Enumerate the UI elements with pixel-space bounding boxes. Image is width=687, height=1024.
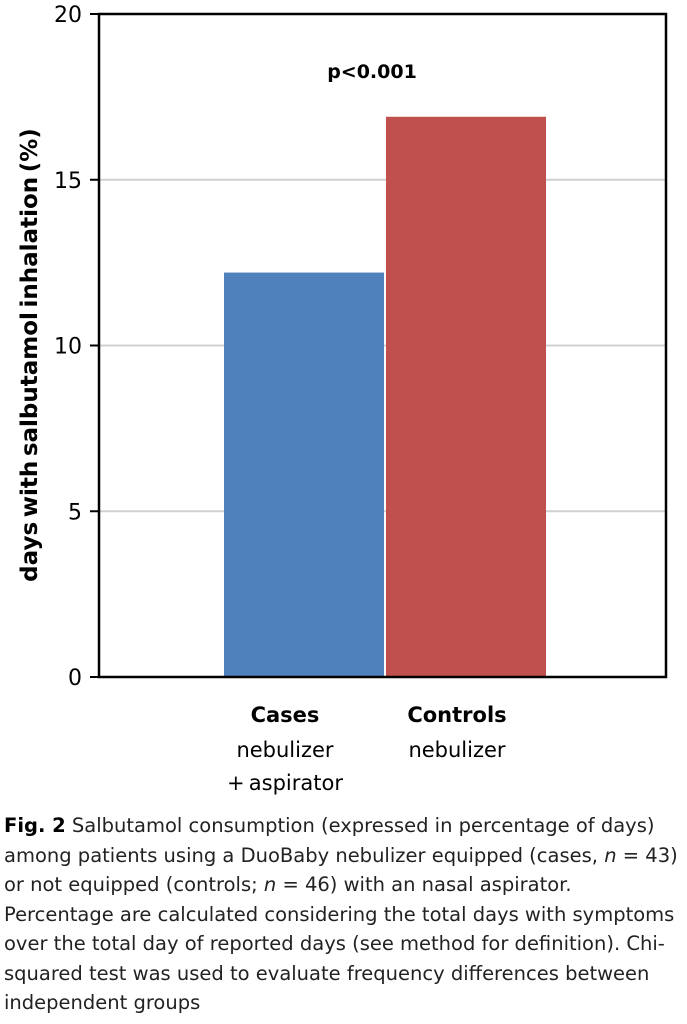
- y-tick-label-20: 20: [54, 3, 82, 28]
- category-title-cases: Cases: [251, 703, 320, 727]
- caption-text-1: Salbutamol consumption (expressed in per…: [4, 814, 655, 867]
- bar-chart: 0 5 10 15 20 days with salbutamol inhalation…: [17, 3, 668, 795]
- bars: [224, 116, 546, 677]
- bar-cases: [224, 272, 384, 677]
- category-line-cases-1: nebulizer: [236, 738, 333, 762]
- category-title-controls: Controls: [407, 703, 506, 727]
- y-axis-ticks: 0 5 10 15 20: [54, 3, 99, 691]
- category-line-controls-1: nebulizer: [408, 738, 505, 762]
- figure-caption: Fig. 2 Salbutamol consumption (expressed…: [4, 811, 682, 1018]
- caption-n-symbol-1: n: [604, 843, 617, 867]
- y-tick-label-0: 0: [68, 666, 82, 691]
- y-tick-label-10: 10: [54, 335, 82, 360]
- figure-label: Fig. 2: [4, 814, 66, 837]
- bar-controls: [386, 116, 546, 677]
- x-axis-category-labels: Cases nebulizer + aspirator Controls nebuliz…: [227, 703, 507, 795]
- p-value-annotation: p<0.001: [327, 61, 417, 83]
- category-line-cases-2: + aspirator: [227, 771, 343, 795]
- caption-text-2: = 43) or not equipped (controls;: [4, 843, 678, 897]
- y-tick-label-15: 15: [54, 169, 82, 194]
- caption-n-symbol-2: n: [263, 873, 277, 896]
- y-axis-label: days with salbutamol inhalation (%): [17, 128, 43, 582]
- y-tick-label-5: 5: [68, 500, 82, 525]
- caption-text-3: = 46) with an nasal aspirator. Percentag…: [4, 873, 675, 1014]
